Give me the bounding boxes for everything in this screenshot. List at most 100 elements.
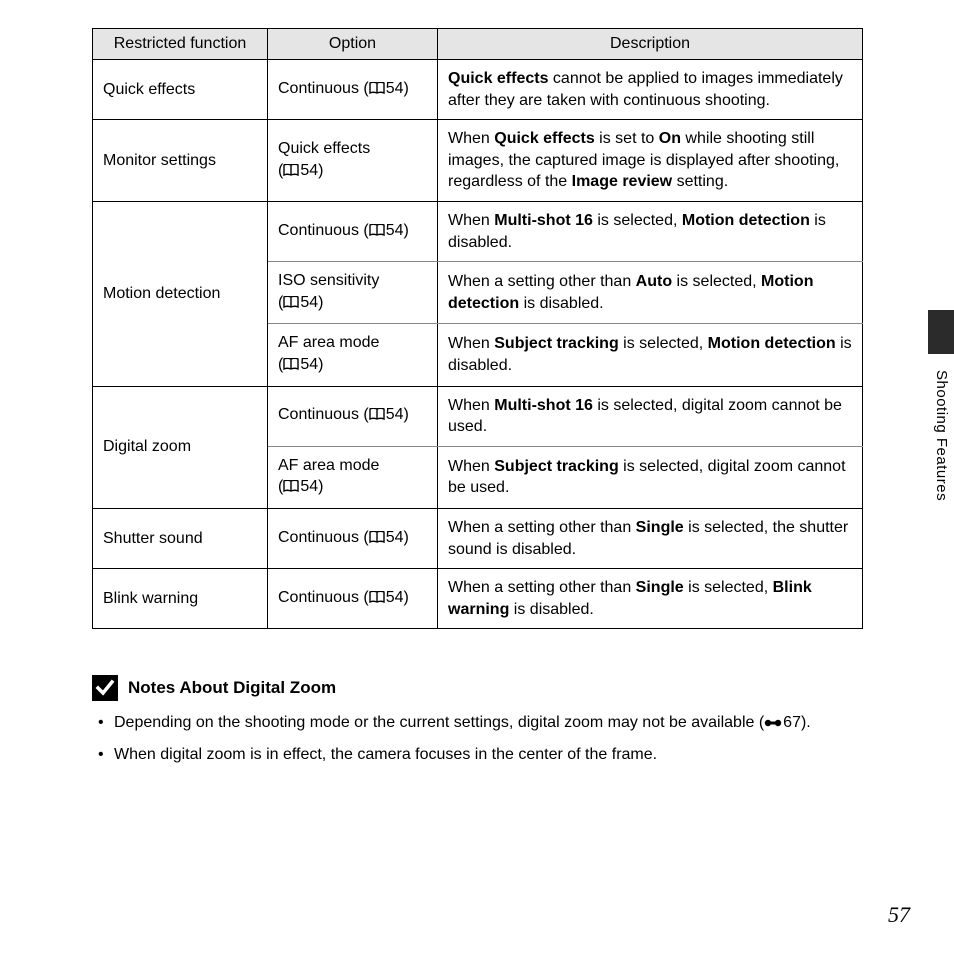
book-icon (283, 294, 299, 316)
notes-title: Notes About Digital Zoom (128, 678, 336, 698)
table-row: Digital zoom Continuous (54) When Multi-… (93, 386, 863, 446)
cell-description: Quick effects cannot be applied to image… (438, 60, 863, 120)
bold-text: Multi-shot 16 (494, 212, 593, 229)
text: 54) (300, 162, 323, 179)
text: 54) (386, 529, 409, 546)
cell-option: AF area mode (54) (268, 446, 438, 508)
text: When (448, 397, 494, 414)
bold-text: Quick effects (448, 70, 548, 87)
table-row: Blink warning Continuous (54) When a set… (93, 569, 863, 629)
text: Continuous ( (278, 589, 369, 606)
text: 54) (300, 294, 323, 311)
text: ISO sensitivity (278, 272, 379, 289)
manual-page: Restricted function Option Description Q… (0, 0, 954, 954)
section-tab (928, 310, 954, 354)
table-header-row: Restricted function Option Description (93, 29, 863, 60)
cell-option: Quick effects (54) (268, 120, 438, 202)
book-icon (283, 478, 299, 500)
bold-text: Motion detection (682, 212, 810, 229)
bold-text: Quick effects (494, 130, 594, 147)
bold-text: Subject tracking (494, 458, 618, 475)
section-label: Shooting Features (933, 370, 950, 501)
list-item: Depending on the shooting mode or the cu… (96, 711, 862, 737)
book-icon (283, 162, 299, 184)
bold-text: Subject tracking (494, 335, 618, 352)
bold-text: Multi-shot 16 (494, 397, 593, 414)
text: Quick effects (278, 140, 370, 157)
cell-option: Continuous ( 54) (268, 569, 438, 629)
link-icon (764, 713, 782, 737)
cell-description: When Quick effects is set to On while sh… (438, 120, 863, 202)
bold-text: Single (636, 579, 684, 596)
text: Continuous ( (278, 222, 369, 239)
text: is selected, (672, 273, 761, 290)
notes-list: Depending on the shooting mode or the cu… (92, 711, 862, 767)
text: setting. (672, 173, 728, 190)
cell-description: When a setting other than Single is sele… (438, 508, 863, 568)
text: When (448, 335, 494, 352)
cell-description: When Subject tracking is selected, digit… (438, 446, 863, 508)
text: is selected, (593, 212, 682, 229)
text: is disabled. (519, 295, 604, 312)
bold-text: Image review (572, 173, 673, 190)
table-row: Motion detection Continuous ( 54) When Mu… (93, 201, 863, 261)
bold-text: Motion detection (708, 335, 836, 352)
th-description: Description (438, 29, 863, 60)
text: 54) (300, 478, 323, 495)
text: AF area mode (278, 457, 379, 474)
book-icon (369, 589, 385, 611)
text: When a setting other than (448, 519, 636, 536)
list-item: When digital zoom is in effect, the came… (96, 743, 862, 767)
th-option: Option (268, 29, 438, 60)
cell-function: Digital zoom (93, 386, 268, 508)
bold-text: Single (636, 519, 684, 536)
text: AF area mode (278, 334, 379, 351)
cell-function: Quick effects (93, 60, 268, 120)
text: 54) (386, 406, 409, 423)
text: Continuous ( (278, 406, 369, 423)
check-icon (92, 675, 118, 701)
book-icon (283, 356, 299, 378)
cell-description: When Subject tracking is selected, Motio… (438, 324, 863, 386)
cell-option: AF area mode (54) (268, 324, 438, 386)
text: When (448, 212, 494, 229)
text: Continuous ( (278, 529, 369, 546)
cell-description: When Multi-shot 16 is selected, digital … (438, 386, 863, 446)
text: 54) (386, 80, 409, 97)
table-row: Monitor settings Quick effects (54) When… (93, 120, 863, 202)
cell-description: When Multi-shot 16 is selected, Motion d… (438, 201, 863, 261)
text: is disabled. (509, 601, 594, 618)
text: is set to (595, 130, 659, 147)
text: 54) (386, 222, 409, 239)
cell-function: Motion detection (93, 201, 268, 386)
book-icon (369, 529, 385, 551)
book-icon (369, 80, 385, 102)
text: 67). (783, 714, 811, 731)
text: When a setting other than (448, 273, 636, 290)
cell-option: Continuous ( 54) (268, 508, 438, 568)
restrictions-table: Restricted function Option Description Q… (92, 28, 863, 629)
cell-option: Continuous ( 54) (268, 201, 438, 261)
text: Continuous ( (278, 80, 369, 97)
table-row: Quick effects Continuous ( 54) Quick effe… (93, 60, 863, 120)
text: Depending on the shooting mode or the cu… (114, 714, 764, 731)
book-icon (369, 406, 385, 428)
cell-description: When a setting other than Single is sele… (438, 569, 863, 629)
cell-option: ISO sensitivity (54) (268, 262, 438, 324)
notes-header: Notes About Digital Zoom (92, 675, 862, 701)
text: 54) (386, 589, 409, 606)
th-function: Restricted function (93, 29, 268, 60)
cell-option: Continuous ( 54) (268, 60, 438, 120)
text: 54) (300, 356, 323, 373)
cell-function: Shutter sound (93, 508, 268, 568)
cell-option: Continuous ( 54) (268, 386, 438, 446)
page-number: 57 (888, 902, 910, 928)
text: is selected, (619, 335, 708, 352)
cell-description: When a setting other than Auto is select… (438, 262, 863, 324)
bold-text: On (659, 130, 681, 147)
cell-function: Monitor settings (93, 120, 268, 202)
table-row: Shutter sound Continuous ( 54) When a set… (93, 508, 863, 568)
text: When (448, 130, 494, 147)
book-icon (369, 222, 385, 244)
bold-text: Auto (636, 273, 672, 290)
